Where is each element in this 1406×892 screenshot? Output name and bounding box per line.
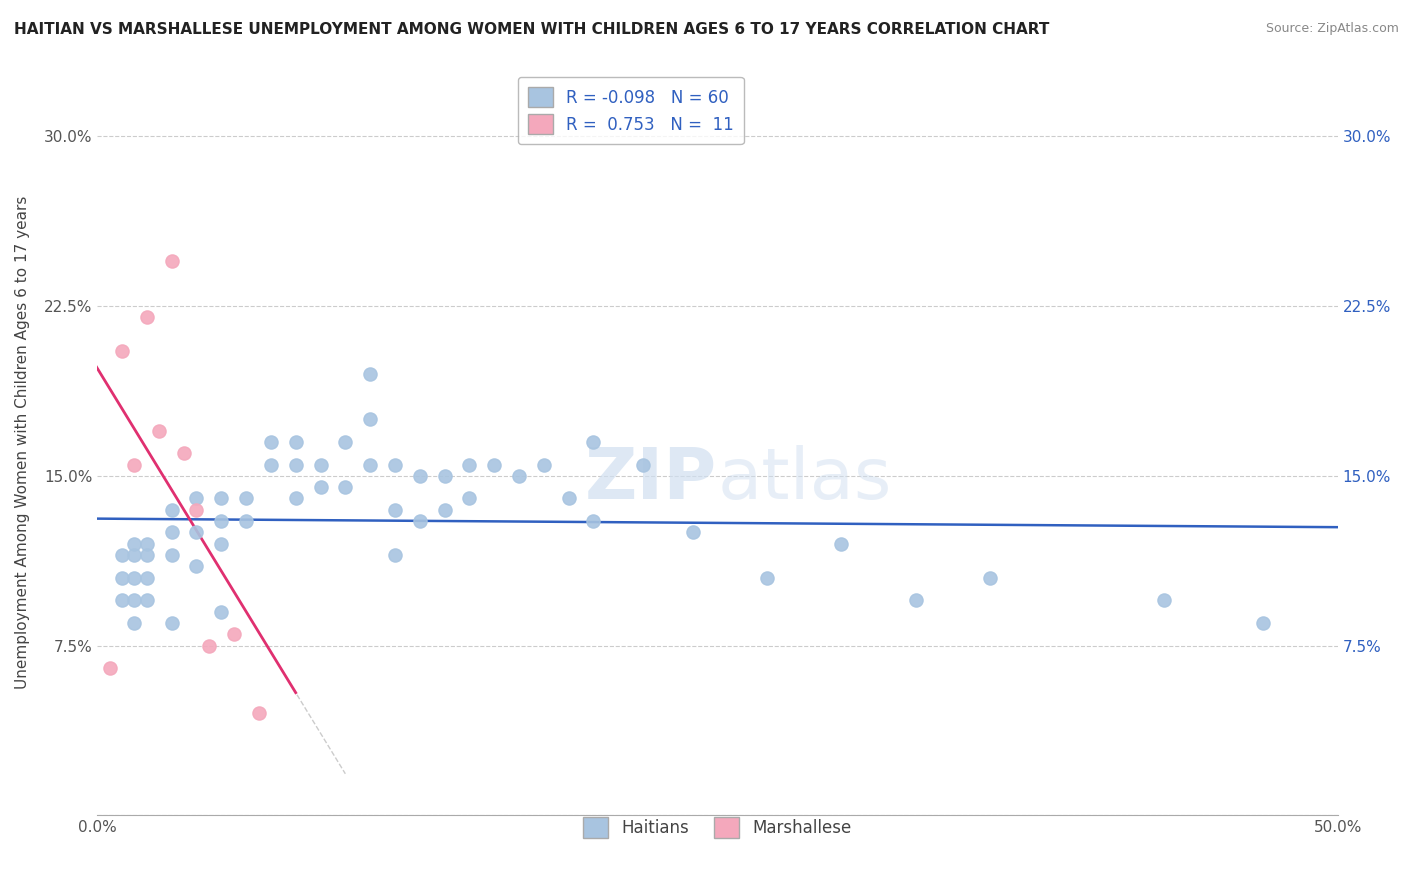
- Point: [533, 458, 555, 472]
- Point: [160, 503, 183, 517]
- Point: [830, 537, 852, 551]
- Point: [409, 468, 432, 483]
- Point: [160, 548, 183, 562]
- Point: [173, 446, 195, 460]
- Point: [359, 367, 381, 381]
- Point: [433, 503, 456, 517]
- Point: [209, 514, 232, 528]
- Point: [458, 491, 481, 506]
- Point: [135, 593, 157, 607]
- Point: [433, 468, 456, 483]
- Point: [409, 514, 432, 528]
- Point: [124, 537, 146, 551]
- Point: [209, 491, 232, 506]
- Point: [1153, 593, 1175, 607]
- Point: [260, 434, 283, 449]
- Point: [309, 480, 332, 494]
- Point: [209, 605, 232, 619]
- Point: [135, 537, 157, 551]
- Point: [508, 468, 530, 483]
- Text: Source: ZipAtlas.com: Source: ZipAtlas.com: [1265, 22, 1399, 36]
- Point: [1251, 615, 1274, 630]
- Text: ZIP: ZIP: [585, 445, 717, 514]
- Point: [384, 503, 406, 517]
- Point: [359, 412, 381, 426]
- Point: [186, 559, 208, 574]
- Point: [198, 639, 221, 653]
- Point: [235, 491, 257, 506]
- Point: [384, 548, 406, 562]
- Point: [631, 458, 654, 472]
- Point: [135, 310, 157, 325]
- Point: [384, 458, 406, 472]
- Point: [148, 424, 170, 438]
- Point: [682, 525, 704, 540]
- Point: [458, 458, 481, 472]
- Point: [260, 458, 283, 472]
- Point: [124, 571, 146, 585]
- Point: [160, 615, 183, 630]
- Text: HAITIAN VS MARSHALLESE UNEMPLOYMENT AMONG WOMEN WITH CHILDREN AGES 6 TO 17 YEARS: HAITIAN VS MARSHALLESE UNEMPLOYMENT AMON…: [14, 22, 1049, 37]
- Point: [582, 434, 605, 449]
- Point: [124, 593, 146, 607]
- Point: [582, 514, 605, 528]
- Point: [124, 615, 146, 630]
- Point: [135, 548, 157, 562]
- Point: [335, 480, 357, 494]
- Point: [904, 593, 927, 607]
- Point: [335, 434, 357, 449]
- Point: [124, 458, 146, 472]
- Point: [209, 537, 232, 551]
- Point: [186, 525, 208, 540]
- Point: [309, 458, 332, 472]
- Point: [111, 593, 134, 607]
- Point: [111, 548, 134, 562]
- Point: [135, 571, 157, 585]
- Point: [979, 571, 1001, 585]
- Point: [235, 514, 257, 528]
- Point: [284, 458, 307, 472]
- Point: [284, 491, 307, 506]
- Point: [160, 525, 183, 540]
- Point: [160, 253, 183, 268]
- Point: [359, 458, 381, 472]
- Text: atlas: atlas: [717, 445, 891, 514]
- Legend: Haitians, Marshallese: Haitians, Marshallese: [576, 811, 859, 845]
- Point: [247, 706, 270, 721]
- Point: [756, 571, 779, 585]
- Point: [111, 344, 134, 359]
- Point: [186, 503, 208, 517]
- Point: [111, 571, 134, 585]
- Point: [284, 434, 307, 449]
- Point: [557, 491, 579, 506]
- Point: [124, 548, 146, 562]
- Point: [98, 661, 121, 675]
- Point: [222, 627, 245, 641]
- Point: [482, 458, 505, 472]
- Point: [186, 491, 208, 506]
- Y-axis label: Unemployment Among Women with Children Ages 6 to 17 years: Unemployment Among Women with Children A…: [15, 195, 30, 689]
